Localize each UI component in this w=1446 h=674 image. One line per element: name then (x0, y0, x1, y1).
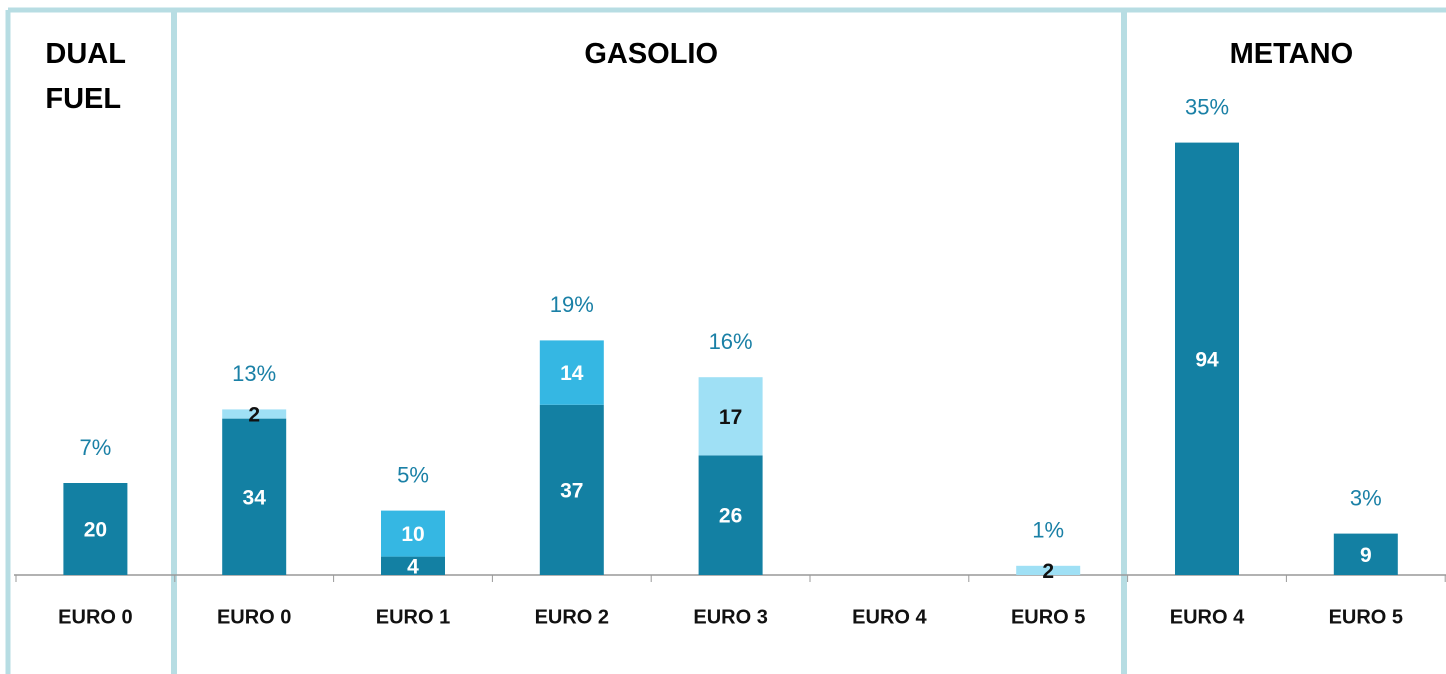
percent-label: 1% (1032, 518, 1064, 543)
bar-segment (222, 409, 287, 419)
bar-segment (381, 556, 445, 575)
x-tick-label: EURO 4 (852, 606, 927, 628)
segment-label: 20 (84, 519, 107, 542)
percent-label: 7% (80, 435, 112, 460)
segment-label: 17 (719, 406, 742, 429)
x-tick-label: EURO 4 (1170, 606, 1245, 628)
group-title: DUAL FUEL (45, 38, 126, 115)
segment-label: 26 (719, 505, 742, 528)
percent-label: 3% (1350, 485, 1382, 510)
x-tick-label: EURO 5 (1011, 606, 1085, 628)
group-title: GASOLIO (584, 38, 719, 70)
segment-label: 37 (560, 479, 583, 502)
x-tick-label: EURO 3 (693, 606, 767, 628)
bar-segment (63, 483, 128, 575)
percent-label: 5% (397, 462, 429, 487)
percent-label: 16% (709, 329, 753, 354)
segment-label: 94 (1195, 348, 1219, 371)
percent-label: 19% (550, 292, 594, 317)
segment-label: 2 (1042, 560, 1054, 583)
segment-label: 14 (560, 362, 584, 385)
x-tick-label: EURO 0 (58, 606, 132, 628)
segment-label: 10 (401, 523, 424, 546)
segment-label: 34 (243, 486, 267, 509)
group-title: METANO (1229, 38, 1354, 70)
x-tick-label: EURO 1 (376, 606, 450, 628)
bar-segment (1175, 142, 1239, 575)
bar-segment (698, 455, 763, 575)
segment-label: 9 (1360, 544, 1372, 567)
bar-segment (222, 418, 287, 575)
bar-segment (698, 377, 763, 456)
segment-label: 4 (407, 555, 419, 578)
segment-label: 2 (248, 404, 260, 427)
x-tick-label: EURO 5 (1329, 606, 1403, 628)
percent-label: 13% (232, 361, 276, 386)
bar-segment (1016, 565, 1081, 575)
x-tick-label: EURO 0 (217, 606, 291, 628)
percent-label: 35% (1185, 94, 1229, 119)
bar-segment (539, 404, 604, 575)
bar-segment (1333, 533, 1398, 575)
bar-segment (381, 510, 445, 557)
x-tick-label: EURO 2 (535, 606, 609, 628)
bar-segment (539, 340, 604, 405)
